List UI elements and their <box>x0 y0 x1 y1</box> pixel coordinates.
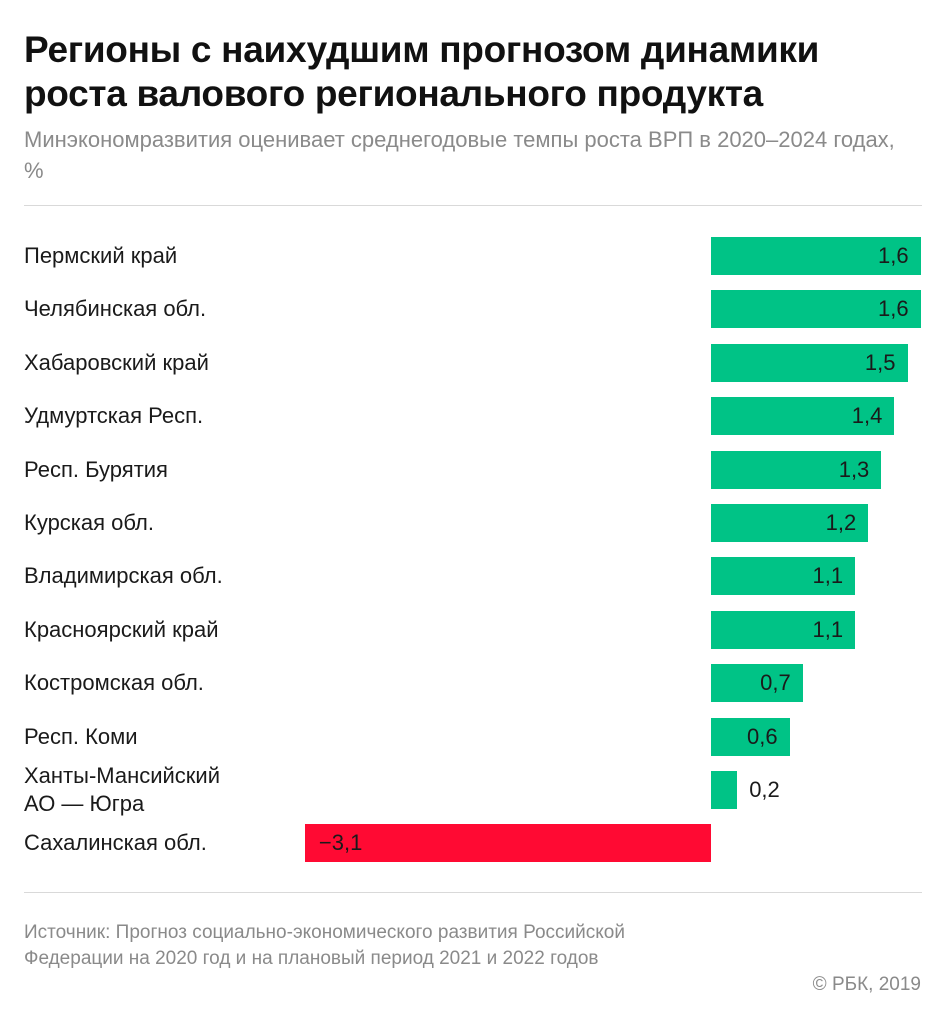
bar <box>711 717 790 756</box>
bar <box>711 664 803 703</box>
data-label: 0,6 <box>747 723 778 749</box>
bar <box>711 397 895 436</box>
category-label: Челябинская обл. <box>24 296 207 322</box>
category-label: Ханты-Мансийский АО — Югра <box>24 763 221 816</box>
data-label: 1,6 <box>878 243 909 268</box>
data-label: 1,1 <box>812 563 844 589</box>
category-label: Респ. Коми <box>24 723 138 749</box>
category-label: Хабаровский край <box>24 349 209 375</box>
bottom-divider <box>24 892 922 893</box>
bar <box>711 771 738 809</box>
chart-title: Регионы с наихудшим прогнозом динамики р… <box>24 29 820 114</box>
top-divider <box>24 205 922 206</box>
bar <box>711 290 921 329</box>
data-label: 1,1 <box>812 616 844 642</box>
category-label: Удмуртская Респ. <box>24 403 204 429</box>
bar <box>304 824 711 863</box>
bar <box>711 237 921 275</box>
data-label: 1,2 <box>825 510 857 535</box>
category-label: Красноярский край <box>24 616 219 642</box>
category-label: Пермский край <box>24 243 178 268</box>
data-label: 0,7 <box>760 670 791 696</box>
data-label: 1,6 <box>878 296 909 322</box>
data-label: 1,4 <box>851 403 883 429</box>
source-note: Источник: Прогноз социально-экономическо… <box>24 922 625 969</box>
category-label: Костромская обл. <box>24 670 204 696</box>
bar <box>711 343 908 382</box>
category-label: Респ. Бурятия <box>24 456 168 482</box>
category-label: Сахалинская обл. <box>24 830 207 856</box>
data-label: 1,3 <box>838 456 870 482</box>
data-label: 1,5 <box>864 349 896 375</box>
bar <box>711 504 869 542</box>
data-label: −3,1 <box>318 830 363 856</box>
chart-subtitle: Минэкономразвития оценивает среднегодовы… <box>24 127 895 183</box>
copyright: © РБК, 2019 <box>812 974 921 995</box>
bar <box>711 450 882 489</box>
bar <box>711 610 856 649</box>
bar <box>711 557 856 596</box>
category-label: Курская обл. <box>24 510 154 535</box>
category-label: Владимирская обл. <box>24 563 223 589</box>
data-label: 0,2 <box>749 777 780 802</box>
